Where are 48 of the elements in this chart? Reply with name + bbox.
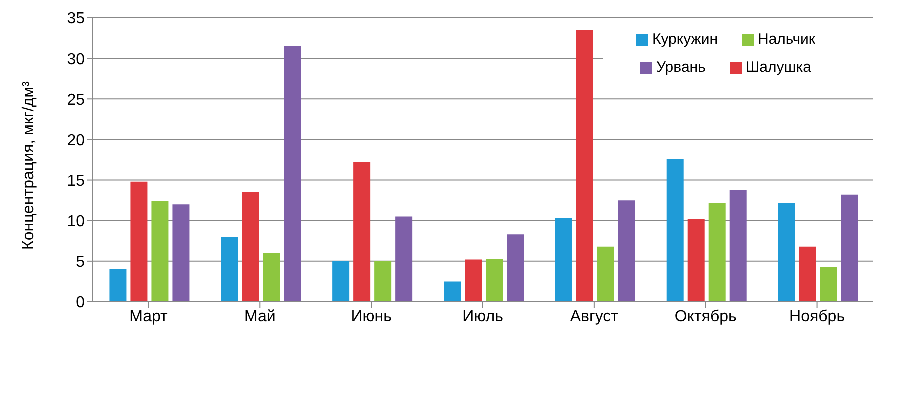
bar — [396, 216, 413, 302]
bar — [597, 246, 614, 302]
legend-label: Урвань — [656, 59, 706, 76]
bar — [618, 200, 636, 302]
x-tick-label: Май — [244, 308, 276, 326]
bar — [666, 159, 684, 302]
legend-label: Нальчик — [758, 31, 816, 48]
bar — [465, 260, 482, 302]
bar — [778, 203, 796, 302]
y-tick-label: 5 — [76, 254, 86, 272]
y-tick-label: 35 — [67, 10, 86, 28]
x-tick-label: Март — [130, 308, 169, 326]
x-tick-label: Ноябрь — [790, 308, 846, 326]
y-tick-label: 15 — [67, 172, 86, 190]
x-tick-label: Август — [570, 308, 620, 326]
bar — [799, 246, 816, 302]
y-tick-label: 10 — [67, 214, 86, 231]
y-axis-title: Концентрация, мкг/дм³ — [20, 80, 38, 250]
x-tick-label: Октябрь — [674, 308, 737, 326]
legend-label: Шалушка — [746, 59, 812, 76]
bar — [507, 234, 524, 302]
bar — [576, 30, 594, 302]
bar — [708, 203, 726, 302]
y-tick-label: 0 — [76, 294, 86, 312]
bar — [841, 194, 858, 302]
bar — [332, 261, 350, 302]
bar — [555, 218, 572, 302]
bar — [444, 282, 461, 302]
bar — [730, 190, 747, 302]
y-tick-label: 25 — [67, 92, 86, 109]
bar — [172, 204, 190, 302]
bar — [284, 46, 302, 302]
x-tick-label: Июнь — [351, 308, 392, 326]
y-tick-label: 30 — [67, 51, 86, 68]
bar — [374, 261, 392, 302]
bar — [354, 162, 371, 302]
bar — [688, 219, 705, 302]
legend-label: Куркужин — [652, 31, 718, 48]
bar — [820, 267, 838, 302]
bar — [242, 192, 260, 302]
bar — [486, 258, 503, 302]
bar — [263, 253, 280, 302]
bar — [221, 237, 238, 302]
bar — [130, 182, 148, 302]
bar — [152, 201, 169, 302]
x-tick-label: Июль — [462, 308, 504, 326]
y-tick-label: 20 — [67, 132, 86, 150]
bar — [110, 270, 127, 302]
